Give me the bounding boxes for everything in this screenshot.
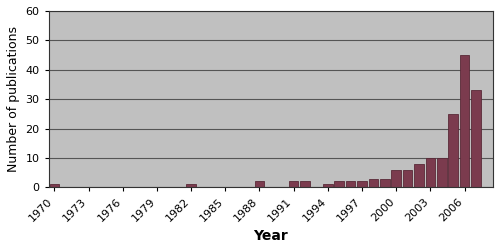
- Bar: [426, 158, 435, 187]
- Bar: [300, 182, 310, 187]
- Bar: [346, 182, 356, 187]
- Bar: [368, 178, 378, 187]
- X-axis label: Year: Year: [254, 229, 288, 243]
- Bar: [414, 164, 424, 187]
- Y-axis label: Number of publications: Number of publications: [7, 26, 20, 172]
- Bar: [334, 182, 344, 187]
- Bar: [357, 182, 367, 187]
- Bar: [460, 55, 469, 187]
- Bar: [50, 184, 59, 187]
- Bar: [186, 184, 196, 187]
- Bar: [323, 184, 332, 187]
- Bar: [254, 182, 264, 187]
- Bar: [448, 114, 458, 187]
- Bar: [289, 182, 298, 187]
- Bar: [380, 178, 390, 187]
- Bar: [437, 158, 446, 187]
- Bar: [403, 170, 412, 187]
- Bar: [392, 170, 401, 187]
- Bar: [471, 90, 481, 187]
